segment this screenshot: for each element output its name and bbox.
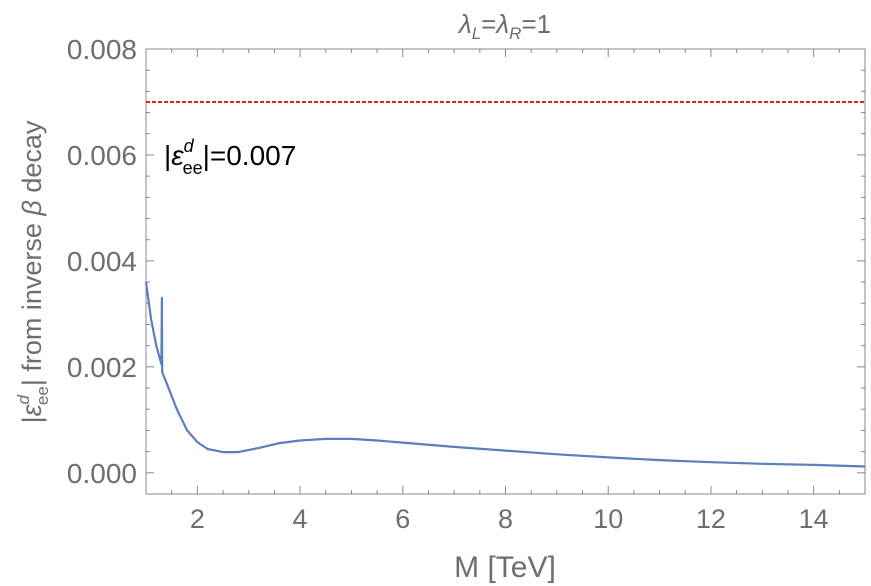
- x-tick-label: 12: [696, 504, 726, 534]
- plot-frame: [145, 48, 866, 495]
- x-tick-label: 4: [293, 504, 308, 534]
- x-tick-label: 10: [593, 504, 623, 534]
- x-tick-label: 2: [190, 504, 205, 534]
- annotation-label: |εd ee|=0.007: [164, 136, 296, 178]
- y-tick-label: 0.006: [67, 140, 137, 171]
- x-tick-label: 6: [395, 504, 410, 534]
- y-tick-label: 0.008: [67, 34, 137, 65]
- y-axis-label: |εdee| from inverse β decay: [14, 120, 52, 423]
- y-tick-labels: 0.000 0.002 0.004 0.006 0.008: [67, 34, 137, 489]
- y-tick-label: 0.002: [67, 352, 137, 383]
- series-group: [144, 281, 866, 468]
- x-tick-labels: 2 4 6 8 10 12 14: [190, 504, 829, 534]
- chart-title: λL=λR=1: [457, 9, 551, 43]
- y-tick-label: 0.000: [67, 458, 137, 489]
- y-tick-label: 0.004: [67, 246, 137, 277]
- x-axis-label: M [TeV]: [454, 551, 556, 584]
- x-tick-label: 14: [799, 504, 829, 534]
- x-tick-label: 8: [498, 504, 513, 534]
- series-line: [144, 281, 866, 468]
- axis-ticks: [145, 48, 866, 495]
